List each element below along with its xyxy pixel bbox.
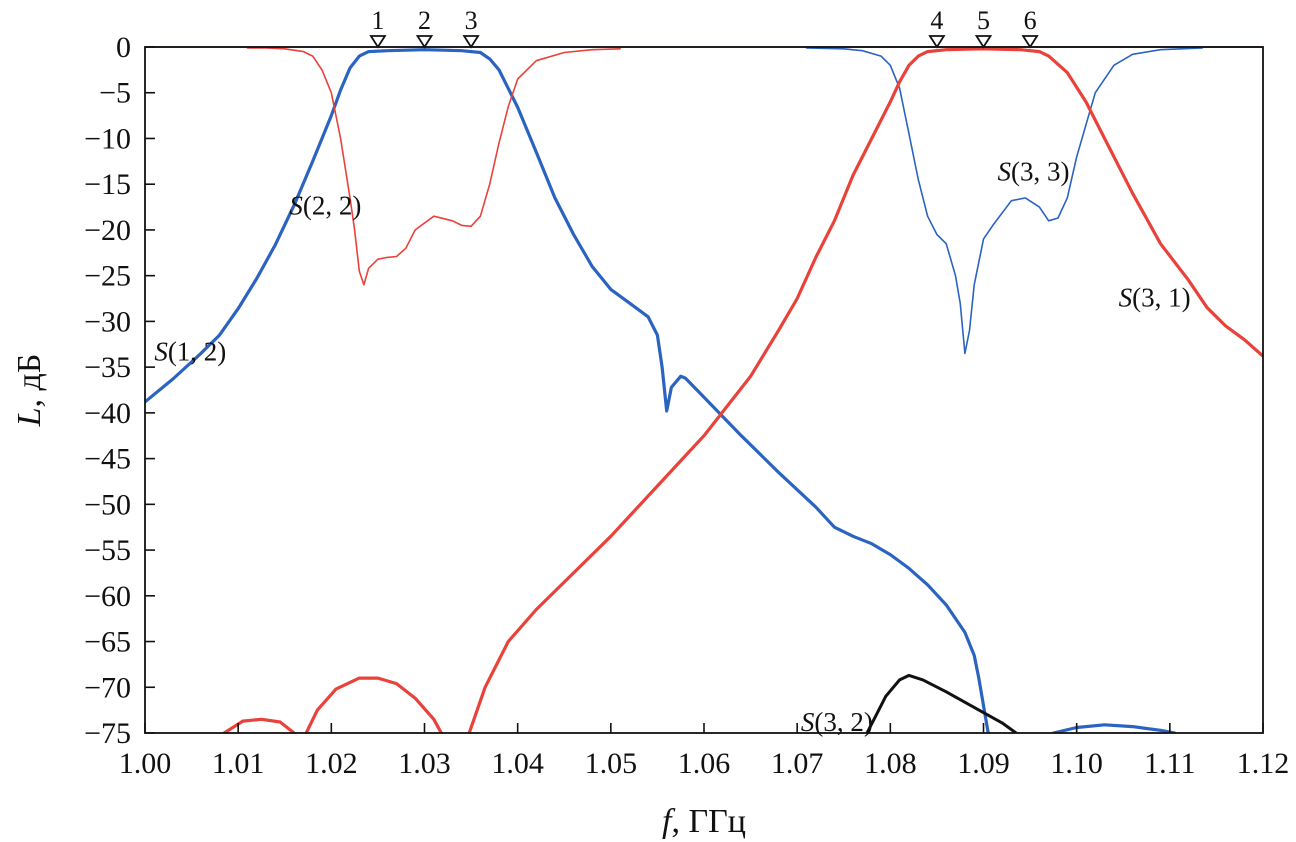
y-tick-label: −25 [84, 260, 131, 293]
y-tick-label: −55 [84, 534, 131, 567]
x-tick-label: 1.03 [398, 747, 451, 780]
y-tick-label: −70 [84, 671, 131, 704]
marker-triangle [974, 35, 993, 49]
series-line-3-0 [805, 47, 1204, 355]
marker-label: 2 [418, 6, 431, 35]
marker-triangle [1021, 35, 1039, 49]
x-axis-label: f, ГГц [662, 803, 746, 840]
x-tick-label: 1.04 [491, 747, 544, 780]
curves-layer [145, 46, 1263, 733]
marker-label: 1 [371, 6, 384, 35]
series-label: S(3, 3) [997, 156, 1069, 186]
y-tick-label: −75 [84, 717, 131, 750]
x-tick-label: 1.08 [864, 747, 917, 780]
series-line-0-0 [145, 48, 990, 733]
y-tick-label: 0 [116, 31, 131, 64]
series-line-4-0 [222, 717, 296, 733]
x-tick-label: 1.05 [585, 747, 638, 780]
x-tick-label: 1.01 [212, 747, 265, 780]
series-line-4-2 [467, 47, 1263, 733]
x-tick-label: 1.06 [678, 747, 731, 780]
y-tick-label: −10 [84, 122, 131, 155]
y-axis-label-unit: , дБ [11, 354, 48, 408]
marker-triangle [928, 35, 946, 49]
x-tick-label: 1.10 [1050, 747, 1103, 780]
series-label: S(2, 2) [289, 190, 361, 220]
series-line-2-0 [246, 47, 621, 286]
labels-layer: S(1, 2) S(2, 2) S(3, 3) S(3, 1) S(3, 2) [154, 156, 1190, 737]
y-axis-label: L, дБ [11, 354, 48, 428]
y-tick-label: −45 [84, 443, 131, 476]
y-tick-label: −50 [84, 488, 131, 521]
series-line-4-1 [304, 676, 443, 733]
y-tick-label: −40 [84, 397, 131, 430]
axes-layer: 1.00 1.01 1.02 1.03 1.04 1.05 1.06 1.07 1.08 1.09… [84, 31, 1289, 780]
series-label: S(3, 2) [801, 707, 873, 737]
marker-label: 5 [977, 6, 990, 35]
y-tick-label: −15 [84, 168, 131, 201]
y-tick-label: −5 [99, 77, 131, 110]
x-tick-label: 1.11 [1144, 747, 1195, 780]
x-tick-label: 1.12 [1237, 747, 1290, 780]
marker-triangle [369, 35, 387, 49]
y-tick-label: −35 [84, 351, 131, 384]
x-tick-label: 1.02 [305, 747, 358, 780]
marker-label: 6 [1024, 6, 1037, 35]
y-tick-label: −30 [84, 305, 131, 338]
x-tick-label: 1.07 [771, 747, 824, 780]
y-axis-label-var: L [11, 407, 48, 427]
series-line-5-0 [865, 673, 1018, 733]
plot-frame [144, 46, 1264, 734]
y-tick-label: −20 [84, 214, 131, 247]
series-label: S(3, 1) [1119, 283, 1191, 313]
series-label: S(1, 2) [154, 337, 226, 367]
series-line-1-0 [1051, 723, 1177, 733]
y-tick-label: −65 [84, 626, 131, 659]
marker-label: 3 [465, 6, 478, 35]
marker-triangle [415, 35, 434, 49]
markers-layer: 1 2 3 4 5 6 [369, 6, 1039, 49]
x-tick-label: 1.09 [957, 747, 1010, 780]
x-axis-label-unit: , ГГц [671, 803, 746, 840]
marker-triangle [462, 35, 480, 49]
y-tick-label: −60 [84, 580, 131, 613]
x-tick-label: 1.00 [119, 747, 172, 780]
marker-label: 4 [930, 6, 943, 35]
